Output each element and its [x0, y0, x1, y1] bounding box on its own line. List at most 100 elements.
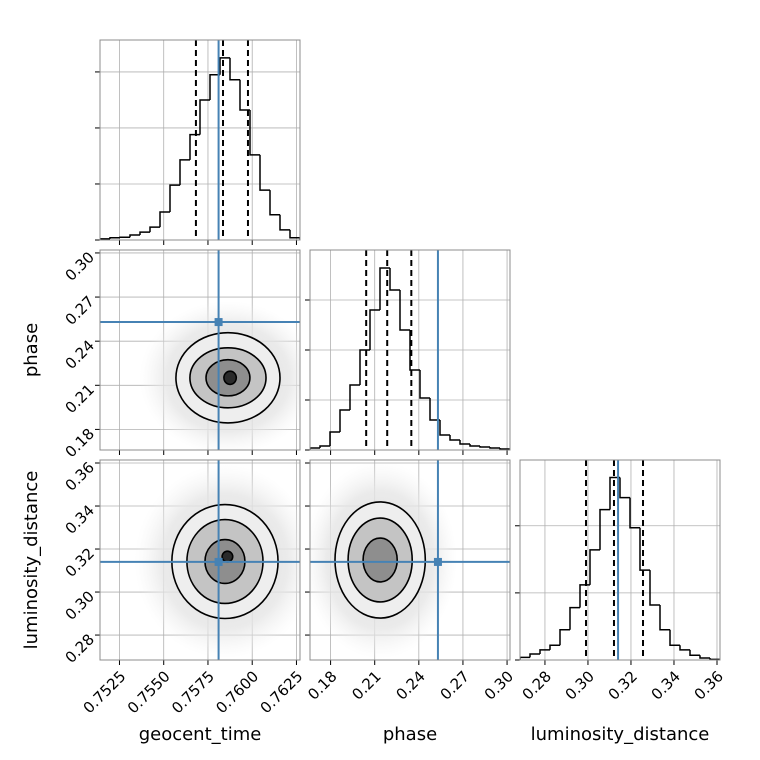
x-tick-label: 0.30	[481, 667, 517, 703]
x-tick-label: 0.7600	[212, 667, 262, 717]
histogram-bin	[689, 649, 700, 657]
y-tick-label: 0.21	[62, 381, 98, 417]
density-contour	[221, 550, 234, 563]
histogram-bin	[520, 656, 530, 660]
y-axis-label: phase	[21, 323, 42, 377]
histogram-bin	[359, 349, 370, 385]
histogram-bin	[219, 57, 230, 75]
histogram-bin	[179, 159, 190, 186]
x-tick-label: 0.27	[437, 667, 473, 703]
panel-frame	[309, 249, 511, 451]
histogram-bin	[499, 448, 510, 450]
histogram-bin	[549, 644, 560, 650]
x-tick-label: 0.32	[605, 667, 641, 703]
histogram-bin	[169, 184, 180, 212]
histogram-bin	[100, 238, 110, 240]
histogram-bin	[709, 657, 720, 660]
histogram-bin	[649, 570, 660, 606]
histogram-bin	[109, 237, 120, 239]
histogram-bin	[339, 409, 350, 432]
histogram-bin	[619, 477, 630, 499]
y-tick-label: 0.36	[62, 458, 98, 494]
x-tick-label: 0.18	[304, 667, 340, 703]
panel-frame	[309, 459, 511, 661]
y-axis-label: luminosity_distance	[21, 471, 42, 650]
histogram-bin	[539, 649, 550, 654]
histogram-bin	[129, 234, 140, 238]
histogram-bin	[269, 190, 280, 216]
histogram-bin	[259, 154, 270, 191]
y-tick-label: 0.34	[62, 501, 98, 537]
histogram-bin	[419, 370, 430, 399]
histogram-bin	[319, 445, 330, 448]
x-tick-label: 0.36	[691, 667, 727, 703]
x-tick-label: 0.24	[392, 667, 428, 703]
histogram-bin	[369, 309, 380, 350]
histogram-bin	[329, 431, 340, 446]
histogram-bin	[679, 645, 690, 651]
x-axis-label: geocent_time	[139, 724, 262, 745]
histogram-bin	[569, 606, 580, 630]
panel	[100, 250, 300, 450]
histogram-bin	[379, 267, 390, 310]
histogram-bin	[409, 330, 420, 371]
histogram-bin	[149, 226, 160, 233]
histogram-bin	[559, 629, 570, 646]
truth-marker	[433, 557, 442, 566]
histogram-bin	[349, 384, 360, 410]
histogram-bin	[529, 653, 540, 658]
x-axis-label: phase	[383, 724, 437, 745]
histogram-bin	[229, 57, 240, 81]
x-axis-label: luminosity_distance	[531, 724, 710, 745]
histogram-bin	[449, 435, 460, 441]
x-tick-label: 0.7575	[168, 667, 218, 717]
y-tick-label: 0.24	[62, 336, 98, 372]
histogram-bin	[279, 214, 290, 231]
panel-frame	[99, 249, 301, 451]
histogram-bin	[699, 655, 710, 659]
histogram-bin	[249, 110, 260, 156]
y-tick-label: 0.30	[62, 248, 98, 284]
histogram-bin	[659, 604, 670, 631]
y-tick-label: 0.28	[62, 630, 98, 666]
x-tick-label: 0.21	[348, 667, 384, 703]
histogram-bin	[639, 527, 650, 571]
histogram-bin	[479, 446, 490, 448]
histogram-bin	[239, 79, 250, 111]
panel	[100, 40, 300, 240]
density-contour	[362, 537, 399, 583]
histogram-bin	[399, 290, 410, 331]
x-tick-label: 0.7625	[257, 667, 307, 717]
histogram-bin	[119, 236, 130, 238]
histogram-bin	[389, 268, 400, 291]
histogram-bin	[629, 497, 640, 529]
truth-marker	[214, 557, 223, 566]
histogram-bin	[139, 231, 150, 235]
histogram-bin	[439, 420, 450, 436]
histogram-bin	[209, 73, 220, 100]
histogram-bin	[199, 99, 210, 135]
x-tick-label: 0.34	[648, 667, 684, 703]
x-tick-label: 0.7525	[80, 667, 130, 717]
histogram-bin	[289, 229, 300, 240]
histogram-bin	[429, 398, 440, 421]
x-tick-label: 0.7550	[124, 667, 174, 717]
panel-frame	[99, 459, 301, 661]
histogram-bin	[599, 508, 610, 550]
panel-frame	[99, 39, 301, 241]
truth-marker	[214, 318, 223, 327]
histogram-bin	[189, 133, 200, 160]
histogram-bin	[159, 211, 170, 228]
histogram-bin	[579, 584, 590, 608]
histogram-bin	[310, 447, 320, 450]
histogram-bin	[489, 447, 500, 449]
histogram-bin	[609, 476, 620, 510]
panel	[310, 460, 510, 660]
panel	[520, 460, 720, 660]
panel-frame	[519, 459, 721, 661]
y-tick-label: 0.30	[62, 587, 98, 623]
histogram-bin	[669, 629, 680, 646]
histogram-bin	[589, 549, 600, 585]
panel	[310, 250, 510, 450]
